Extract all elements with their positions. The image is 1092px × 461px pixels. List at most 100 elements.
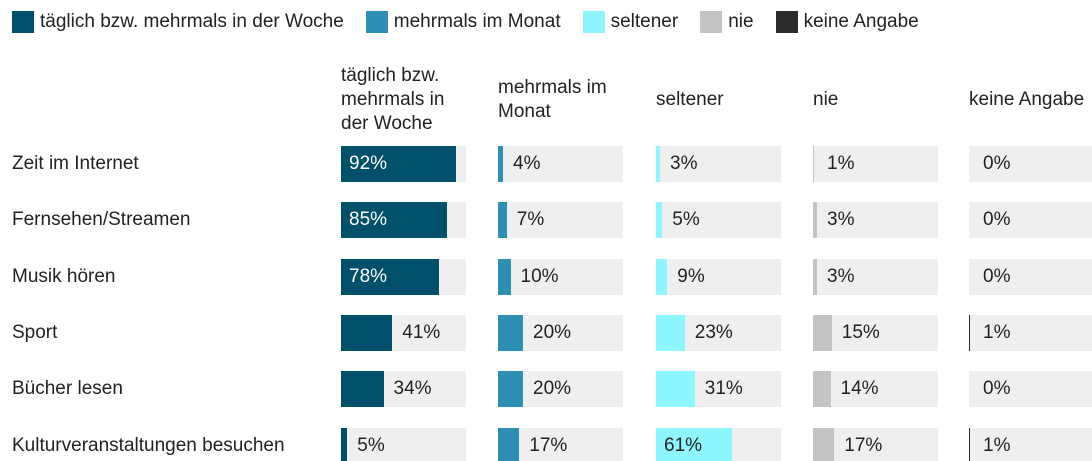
value-label: 0% [983,153,1011,174]
bar-background [813,371,938,407]
legend-item: seltener [582,10,679,34]
bar-background [969,428,1092,461]
value-label: 17% [529,435,568,456]
legend-label: mehrmals im Monat [393,11,561,32]
bar-background [498,259,623,295]
bar [341,371,384,407]
bar [813,202,817,238]
bar [498,371,523,407]
row-label: Musik hören [12,266,116,287]
value-label: 4% [513,153,541,174]
column-header: nie [813,89,839,110]
row-label: Fernsehen/Streamen [12,209,191,230]
value-label: 78% [349,266,388,287]
bar-background [656,259,781,295]
bar-background [969,371,1092,407]
bar-background [341,428,466,461]
legend-swatch [582,11,605,33]
value-label: 3% [827,266,855,287]
row-label: Sport [12,322,58,343]
bar [341,146,456,182]
value-label: 9% [677,266,705,287]
value-label: 7% [516,209,545,230]
value-label: 61% [664,435,703,456]
value-label: 31% [704,378,743,399]
value-label: 20% [533,322,572,343]
legend-label: seltener [610,11,679,32]
bar [498,202,507,238]
legend-swatch [775,11,798,33]
bar-background [813,202,938,238]
value-label: 1% [983,322,1011,343]
bar [498,428,520,461]
legend-label: nie [728,11,754,32]
bar-background [969,259,1092,295]
bar [813,259,817,295]
value-label: 34% [393,378,432,399]
bar [656,259,668,295]
legend-item: nie [700,10,754,34]
legend-swatch [700,11,723,33]
column-header: seltener [656,89,724,110]
bar-background [969,202,1092,238]
column-header: täglich bzw. mehrmals in der Woche [341,65,445,134]
value-label: 1% [827,153,855,174]
legend-label: keine Angabe [803,11,919,32]
bar [813,315,832,351]
value-label: 10% [520,266,559,287]
value-label: 5% [357,435,385,456]
legend-swatch [365,11,388,33]
bar-background [498,202,623,238]
bar-background [656,202,781,238]
bar [656,315,685,351]
row-label: Kulturveranstaltungen besuchen [12,435,285,456]
value-label: 0% [983,209,1011,230]
bar [656,428,733,461]
bar [656,146,660,182]
value-label: 3% [670,153,698,174]
bar [813,371,831,407]
bar [813,146,815,182]
legend-item: mehrmals im Monat [365,10,561,34]
bar [341,259,439,295]
bar [341,202,448,238]
bar [656,202,663,238]
legend-item: täglich bzw. mehrmals in der Woche [12,10,344,34]
value-label: 3% [827,209,855,230]
row-label: Zeit im Internet [12,153,139,174]
bar [498,146,503,182]
value-label: 0% [983,378,1011,399]
value-label: 23% [694,322,733,343]
bar-background [498,146,623,182]
bar-background [656,146,781,182]
value-label: 41% [402,322,441,343]
column-header: keine Angabe [969,89,1085,110]
bar-background [813,315,938,351]
value-label: 0% [983,266,1011,287]
bar [813,428,835,461]
value-label: 20% [533,378,572,399]
bar-background [969,315,1092,351]
value-label: 5% [672,209,700,230]
legend-label: täglich bzw. mehrmals in der Woche [40,11,344,32]
row-label: Bücher lesen [12,378,123,399]
bar [969,315,971,351]
legend: täglich bzw. mehrmals in der Woche mehrma… [12,10,919,34]
bar [656,371,695,407]
bar-background [813,146,938,182]
value-label: 17% [844,435,883,456]
value-label: 85% [349,209,388,230]
legend-item: keine Angabe [775,10,919,34]
value-label: 15% [841,322,880,343]
bar [969,428,971,461]
column-header: mehrmals im Monat [498,77,607,122]
bar [498,315,523,351]
value-label: 1% [983,435,1011,456]
bar-background [813,259,938,295]
legend-swatch [12,11,34,33]
value-label: 92% [349,153,388,174]
value-label: 14% [840,378,879,399]
bar [341,315,393,351]
bar [498,259,511,295]
